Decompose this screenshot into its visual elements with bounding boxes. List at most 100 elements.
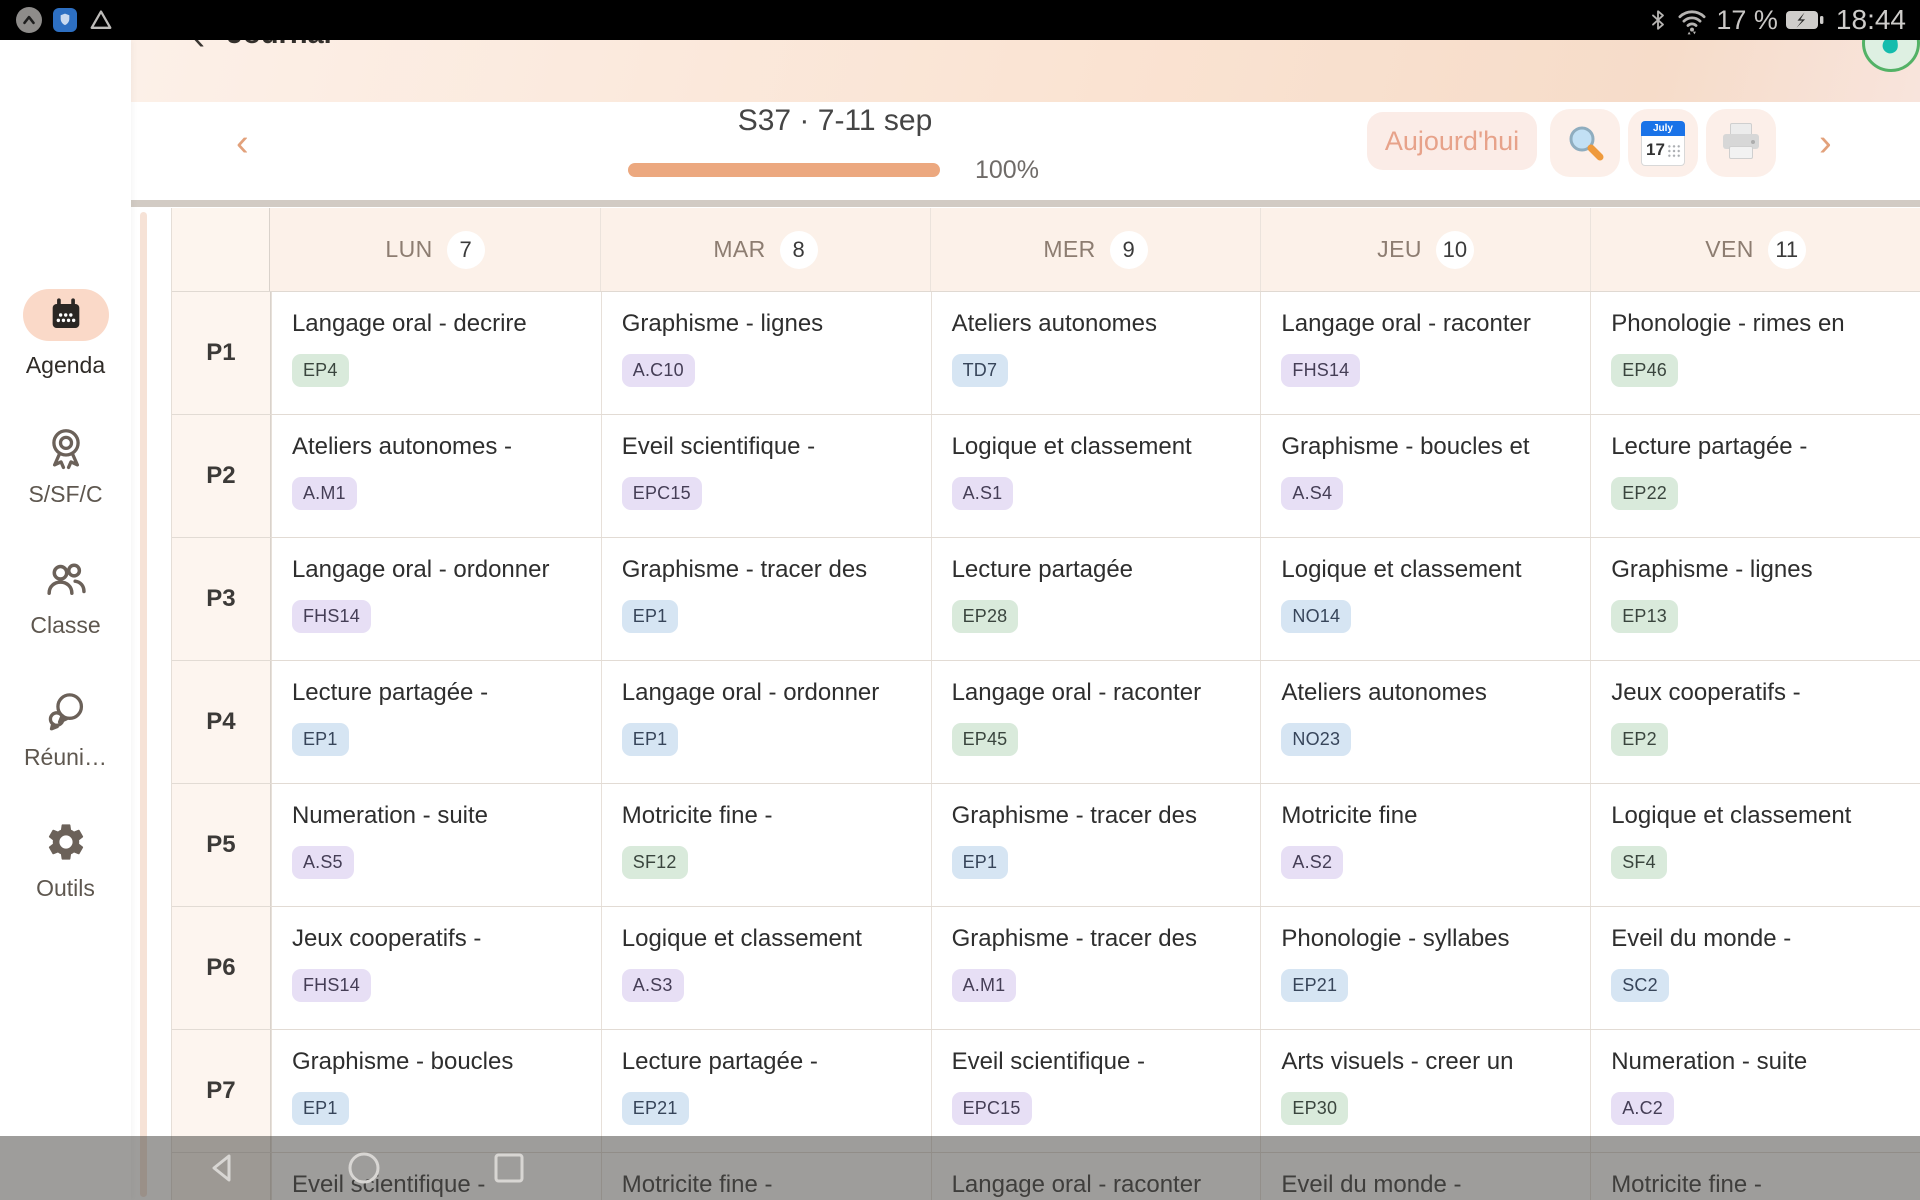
week-progress-percent: 100% <box>975 156 1039 185</box>
period-label: P7 <box>172 1030 271 1152</box>
people-icon <box>44 557 88 601</box>
day-number[interactable]: 7 <box>447 231 485 269</box>
lesson-cell[interactable]: Graphisme - boucles etA.S4 <box>1260 415 1590 537</box>
lesson-code-badge: SC2 <box>1611 969 1669 1002</box>
sidebar-item-agenda[interactable]: Agenda <box>0 289 131 379</box>
sidebar-item-ssfc[interactable]: S/SF/C <box>0 426 131 508</box>
lesson-cell[interactable]: Numeration - suite A.C2 <box>1590 1030 1920 1152</box>
lesson-title: Lecture partagée <box>952 556 1247 584</box>
sidebar-item-outils[interactable]: Outils <box>0 820 131 902</box>
lesson-cell[interactable]: Graphisme - lignesA.C10 <box>601 292 931 414</box>
lesson-code-badge: EP30 <box>1281 1092 1348 1125</box>
lesson-code-badge: NO23 <box>1281 723 1351 756</box>
lesson-cell[interactable]: Phonologie - syllabesEP21 <box>1260 907 1590 1029</box>
android-nav-bar <box>0 1136 1920 1200</box>
bluetooth-icon <box>1648 6 1668 34</box>
lesson-cell[interactable]: Langage oral - ordonnerEP1 <box>601 661 931 783</box>
battery-percent: 17 % <box>1716 5 1778 36</box>
next-week-chevron-icon[interactable]: › <box>1819 120 1832 166</box>
sidebar-item-classe[interactable]: Classe <box>0 557 131 639</box>
lesson-title: Ateliers autonomes - <box>292 433 587 461</box>
lesson-cell[interactable]: Graphisme - tracer desA.M1 <box>931 907 1261 1029</box>
lesson-cell[interactable]: Jeux cooperatifs -FHS14 <box>271 907 601 1029</box>
lesson-cell[interactable]: Numeration - suiteA.S5 <box>271 784 601 906</box>
day-number[interactable]: 8 <box>780 231 818 269</box>
lesson-cell[interactable]: Logique et classementA.S3 <box>601 907 931 1029</box>
search-button[interactable] <box>1550 109 1620 177</box>
left-scroll-strip <box>140 212 147 1197</box>
lesson-title: Graphisme - lignes <box>622 310 917 338</box>
period-row-p6: P6Jeux cooperatifs -FHS14Logique et clas… <box>172 907 1920 1030</box>
lesson-cell[interactable]: Motricite fineA.S2 <box>1260 784 1590 906</box>
lesson-cell[interactable]: Graphisme - bouclesEP1 <box>271 1030 601 1152</box>
printer-icon <box>1718 120 1764 166</box>
lesson-cell[interactable]: Jeux cooperatifs -EP2 <box>1590 661 1920 783</box>
period-label: P2 <box>172 415 271 537</box>
day-header-lun: LUN7 <box>270 208 600 291</box>
lesson-cell[interactable]: Graphisme - tracer des EP1 <box>931 784 1261 906</box>
lesson-cell[interactable]: Ateliers autonomes NO23 <box>1260 661 1590 783</box>
lesson-title: Motricite fine - <box>622 802 917 830</box>
calendar-button[interactable]: July 17 <box>1628 109 1698 177</box>
lesson-cell[interactable]: Logique et classementA.S1 <box>931 415 1261 537</box>
lesson-cell[interactable]: Langage oral - raconter EP45 <box>931 661 1261 783</box>
lesson-cell[interactable]: Logique et classementNO14 <box>1260 538 1590 660</box>
day-header-jeu: JEU10 <box>1260 208 1590 291</box>
lesson-cell[interactable]: Lecture partagée -EP1 <box>271 661 601 783</box>
lesson-title: Arts visuels - creer un <box>1281 1048 1576 1076</box>
lesson-cell[interactable]: Eveil scientifique -EPC15 <box>931 1030 1261 1152</box>
lesson-title: Logique et classement <box>1611 802 1906 830</box>
lesson-title: Logique et classement <box>1281 556 1576 584</box>
grid-body: P1Langage oral - decrireEP4Graphisme - l… <box>172 292 1920 1200</box>
lesson-cell[interactable]: Ateliers autonomes -A.M1 <box>271 415 601 537</box>
sidebar-item-label: Outils <box>0 875 131 902</box>
wifi-icon <box>1675 5 1709 35</box>
lesson-title: Lecture partagée - <box>292 679 587 707</box>
lesson-cell[interactable]: Logique et classementSF4 <box>1590 784 1920 906</box>
period-label: P5 <box>172 784 271 906</box>
lesson-cell[interactable]: Graphisme - tracer desEP1 <box>601 538 931 660</box>
lesson-title: Langage oral - raconter <box>952 679 1247 707</box>
lesson-cell[interactable]: Eveil scientifique -EPC15 <box>601 415 931 537</box>
day-number[interactable]: 10 <box>1436 231 1474 269</box>
today-button[interactable]: Aujourd'hui <box>1367 112 1537 170</box>
lesson-cell[interactable]: Graphisme - lignesEP13 <box>1590 538 1920 660</box>
sidebar-item-label: Réuni… <box>0 744 131 771</box>
lesson-cell[interactable]: Phonologie - rimes enEP46 <box>1590 292 1920 414</box>
period-label: P1 <box>172 292 271 414</box>
period-row-p1: P1Langage oral - decrireEP4Graphisme - l… <box>172 292 1920 415</box>
app-header: ‹ Journal <box>131 40 1920 102</box>
sidebar-item-reunions[interactable]: Réuni… <box>0 689 131 771</box>
lesson-cell[interactable]: Lecture partagéeEP28 <box>931 538 1261 660</box>
lesson-cell[interactable]: Lecture partagée -EP21 <box>601 1030 931 1152</box>
lesson-cell[interactable]: Eveil du monde -SC2 <box>1590 907 1920 1029</box>
caret-app-icon <box>16 7 42 33</box>
day-number[interactable]: 9 <box>1110 231 1148 269</box>
lesson-code-badge: A.C2 <box>1611 1092 1674 1125</box>
lesson-code-badge: EP22 <box>1611 477 1678 510</box>
calendar-icon: July 17 <box>1641 121 1685 166</box>
grid-corner-cell <box>172 208 270 291</box>
lesson-cell[interactable]: Arts visuels - creer un EP30 <box>1260 1030 1590 1152</box>
lesson-cell[interactable]: Ateliers autonomesTD7 <box>931 292 1261 414</box>
previous-week-chevron-icon[interactable]: ‹ <box>236 120 249 166</box>
nav-recents-icon[interactable] <box>491 1150 527 1186</box>
lesson-cell[interactable]: Motricite fine -SF12 <box>601 784 931 906</box>
lesson-code-badge: EP45 <box>952 723 1019 756</box>
lesson-cell[interactable]: Lecture partagée -EP22 <box>1590 415 1920 537</box>
day-number[interactable]: 11 <box>1768 231 1806 269</box>
lesson-title: Graphisme - tracer des <box>952 802 1247 830</box>
lesson-cell[interactable]: Langage oral - raconterFHS14 <box>1260 292 1590 414</box>
lesson-code-badge: A.S3 <box>622 969 684 1002</box>
lesson-cell[interactable]: Langage oral - ordonnerFHS14 <box>271 538 601 660</box>
print-button[interactable] <box>1706 109 1776 177</box>
calendar-icon <box>49 298 83 332</box>
lesson-code-badge: EPC15 <box>952 1092 1032 1125</box>
nav-back-icon[interactable] <box>205 1150 241 1186</box>
lesson-title: Eveil scientifique - <box>622 433 917 461</box>
lesson-title: Numeration - suite <box>1611 1048 1906 1076</box>
lesson-code-badge: EP1 <box>952 846 1009 879</box>
nav-home-icon[interactable] <box>346 1150 382 1186</box>
lesson-cell[interactable]: Langage oral - decrireEP4 <box>271 292 601 414</box>
lesson-title: Ateliers autonomes <box>1281 679 1576 707</box>
